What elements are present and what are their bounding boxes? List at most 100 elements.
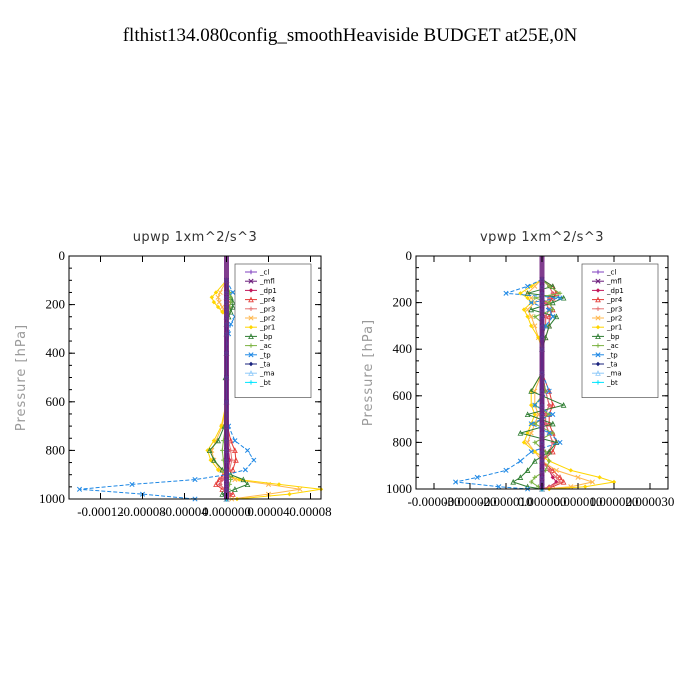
y-tick-label: 600 <box>46 394 66 409</box>
legend-label: _pr4 <box>259 296 276 304</box>
data-point <box>557 439 563 445</box>
data-point <box>218 482 223 487</box>
data-point <box>529 323 534 329</box>
y-tick-label: 400 <box>46 345 66 360</box>
y-tick-label: 1000 <box>39 491 65 506</box>
data-point <box>216 299 222 305</box>
data-point <box>549 467 556 473</box>
data-point <box>496 484 502 490</box>
data-point <box>547 458 552 464</box>
legend-marker <box>595 278 601 284</box>
data-point <box>549 420 556 427</box>
legend-label: _pr1 <box>259 324 275 332</box>
data-point <box>220 477 225 482</box>
data-point <box>529 402 534 408</box>
data-point <box>550 440 555 445</box>
legend-label: _pr4 <box>606 296 623 304</box>
data-point <box>550 307 555 312</box>
x-tick-label: -0.000010 <box>479 494 532 509</box>
series-line <box>512 278 566 490</box>
data-point <box>550 475 555 480</box>
data-point <box>529 479 534 485</box>
data-point <box>546 307 552 313</box>
legend-marker <box>595 333 601 339</box>
data-point <box>228 448 233 453</box>
data-point <box>532 314 537 319</box>
data-point <box>550 314 556 320</box>
data-point <box>568 468 573 473</box>
data-point <box>251 457 257 463</box>
x-tick-label: 0.000000 <box>202 504 251 519</box>
data-point <box>242 467 248 473</box>
y-tick-label: 800 <box>393 434 413 449</box>
legend-label: _cl <box>606 269 616 277</box>
series-line <box>455 278 562 490</box>
data-point <box>546 388 552 394</box>
data-point <box>230 289 236 296</box>
data-point <box>521 307 527 312</box>
legend-marker <box>595 269 601 275</box>
legend-label: _ma <box>259 370 275 378</box>
data-point <box>583 484 588 489</box>
legend-label: _bt <box>259 379 271 387</box>
legend-marker <box>595 296 601 303</box>
y-tick-label: 800 <box>46 442 66 457</box>
data-point <box>553 313 560 320</box>
data-point <box>547 402 552 408</box>
x-tick-label: -0.000020 <box>443 494 496 509</box>
data-point <box>217 289 223 296</box>
legend-marker <box>248 269 254 275</box>
data-point <box>557 295 563 301</box>
data-point <box>219 491 226 497</box>
data-point <box>228 321 234 327</box>
data-point <box>532 323 538 329</box>
data-point <box>528 430 534 436</box>
legend-label: _ta <box>606 361 618 369</box>
legend-marker <box>248 315 254 321</box>
data-point <box>297 486 303 492</box>
panel-2: vpwp 1xm^2/s^3 Pressure [hPa] 0 200 400 600 80… <box>361 230 674 509</box>
data-point <box>228 477 233 482</box>
data-point <box>503 467 509 473</box>
data-point <box>229 457 234 463</box>
legend-label: _ac <box>259 342 272 350</box>
y-tick-label: 0 <box>59 248 66 263</box>
data-point <box>209 295 214 300</box>
data-point <box>244 481 251 488</box>
data-point <box>611 479 617 485</box>
data-point <box>76 486 83 492</box>
data-point <box>557 474 563 480</box>
data-point <box>554 475 559 480</box>
data-point <box>528 314 534 320</box>
legend-label: _pr3 <box>259 305 275 313</box>
data-point <box>215 304 221 310</box>
data-point <box>474 474 480 480</box>
main-title: flthist134.080config_smoothHeaviside BUD… <box>123 25 578 46</box>
data-point <box>553 439 560 445</box>
legend-label: _ma <box>606 370 622 378</box>
x-tick-label: -0.00012 <box>77 504 124 519</box>
data-point <box>531 457 538 464</box>
x-tick-label: -0.00004 <box>161 504 208 519</box>
panel-1: upwp 1xm^2/s^3 Pressure [hPa] 0 200 400 600 80… <box>14 230 332 519</box>
data-point <box>517 458 523 464</box>
legend-marker <box>248 296 254 303</box>
legend: _cl_mfl_dp1_pr4_pr3_pr2_pr1_bp_ac_tp_ta_… <box>234 263 312 398</box>
data-point <box>546 430 552 436</box>
zero-profile-band <box>539 256 545 489</box>
data-point <box>211 457 217 463</box>
data-point <box>215 467 221 473</box>
x-tick-label: 0.000020 <box>590 494 639 509</box>
data-point <box>528 421 534 427</box>
y-tick-label: 200 <box>393 295 413 310</box>
legend-marker <box>248 343 254 348</box>
data-point <box>232 486 238 492</box>
legend-marker <box>595 325 601 330</box>
data-point <box>208 457 213 463</box>
x-tick-label: 0.00004 <box>247 504 290 519</box>
legend-label: _tp <box>606 351 618 359</box>
data-point <box>560 478 567 485</box>
x-tick-label: 0.00008 <box>289 504 331 519</box>
legend-marker <box>595 380 601 385</box>
data-point <box>549 299 556 306</box>
